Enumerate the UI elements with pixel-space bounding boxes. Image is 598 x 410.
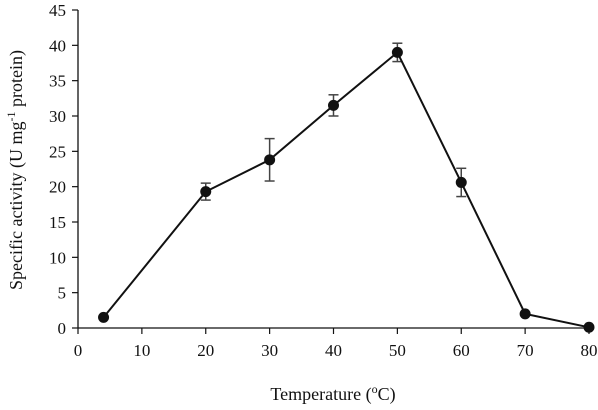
series-line-group bbox=[102, 50, 590, 329]
y-tick-label: 35 bbox=[49, 72, 66, 91]
axes bbox=[77, 10, 589, 329]
x-tick-label: 40 bbox=[325, 341, 342, 360]
x-tick-label: 50 bbox=[389, 341, 406, 360]
y-tick-label: 30 bbox=[49, 107, 66, 126]
x-tick-label: 20 bbox=[197, 341, 214, 360]
y-tick-label: 40 bbox=[49, 36, 66, 55]
x-tick-label: 0 bbox=[74, 341, 83, 360]
data-point bbox=[328, 99, 339, 111]
y-tick-label: 15 bbox=[49, 213, 66, 232]
x-tick-label: 10 bbox=[133, 341, 150, 360]
series-line bbox=[102, 50, 590, 329]
y-tick-label: 45 bbox=[49, 1, 66, 20]
y-tick-label: 25 bbox=[49, 142, 66, 161]
x-tick-label: 60 bbox=[453, 341, 470, 360]
data-point bbox=[583, 321, 595, 333]
error-bars bbox=[200, 42, 467, 201]
data-point bbox=[519, 308, 531, 320]
x-tick-label: 80 bbox=[581, 341, 598, 360]
data-point bbox=[98, 311, 110, 323]
data-point bbox=[264, 154, 276, 166]
x-tick-label: 30 bbox=[261, 341, 278, 360]
y-axis-title: Specific activity (U mg-1 protein) bbox=[4, 50, 27, 290]
y-tick-label: 5 bbox=[58, 284, 67, 303]
data-point bbox=[455, 176, 467, 188]
y-tick-label: 0 bbox=[58, 319, 67, 338]
x-tick-label: 70 bbox=[517, 341, 534, 360]
data-point bbox=[391, 46, 403, 58]
x-axis-title: Temperature (oC) bbox=[270, 382, 395, 405]
data-point bbox=[200, 186, 212, 198]
y-tick-label: 10 bbox=[49, 248, 66, 267]
y-tick-label: 20 bbox=[49, 178, 66, 197]
tick-labels: 0 10 20 30 40 50 60 70 80 0 5 10 15 20 25 30 35 40 45 bbox=[49, 1, 598, 360]
data-points bbox=[98, 46, 595, 333]
